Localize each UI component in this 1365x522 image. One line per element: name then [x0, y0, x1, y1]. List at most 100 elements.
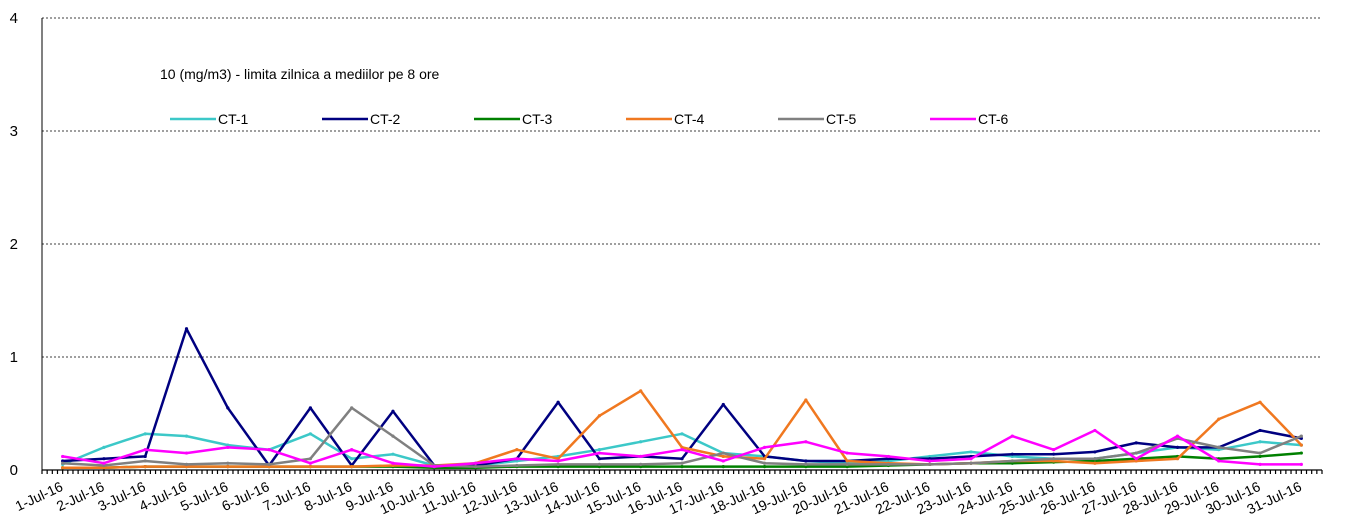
data-point — [1134, 451, 1138, 455]
data-point — [350, 465, 354, 469]
data-point — [391, 461, 395, 465]
data-point — [1175, 457, 1180, 461]
data-point — [680, 445, 684, 449]
data-point — [102, 466, 106, 470]
data-point — [1258, 440, 1262, 444]
data-point — [1052, 459, 1056, 463]
data-point — [639, 465, 643, 469]
data-point — [184, 451, 189, 455]
data-point — [102, 457, 106, 461]
data-point — [143, 465, 147, 469]
y-tick-label: 0 — [10, 462, 18, 479]
series-lines — [61, 327, 1303, 470]
data-point — [1299, 434, 1303, 438]
legend-label: CT-1 — [218, 111, 249, 127]
data-point — [515, 457, 519, 461]
data-point — [226, 465, 230, 469]
data-point — [308, 461, 312, 465]
data-point — [308, 465, 312, 469]
data-point — [1093, 461, 1097, 465]
data-point — [1299, 443, 1303, 447]
data-point — [1258, 462, 1262, 466]
data-point — [556, 465, 560, 469]
data-point — [61, 461, 65, 465]
data-point — [928, 462, 932, 466]
data-point — [680, 448, 684, 452]
data-point — [928, 454, 932, 459]
data-point — [1052, 452, 1056, 456]
data-point — [1010, 434, 1014, 438]
data-point — [721, 459, 725, 463]
data-point — [1217, 417, 1221, 421]
data-point — [721, 454, 725, 459]
data-point — [226, 445, 230, 449]
limit-note: 10 (mg/m3) - limita zilnica a mediilor p… — [160, 66, 440, 82]
data-point — [308, 432, 312, 436]
data-point — [721, 451, 725, 455]
data-point — [391, 434, 395, 438]
data-point — [308, 457, 312, 461]
data-point — [804, 459, 808, 463]
data-point — [597, 451, 602, 455]
data-point — [267, 448, 271, 452]
data-point — [1258, 454, 1262, 459]
data-point — [928, 459, 932, 463]
data-point — [350, 406, 354, 410]
data-point — [184, 327, 189, 331]
data-point — [350, 448, 354, 452]
data-point — [845, 465, 849, 469]
data-point — [969, 450, 973, 454]
data-point — [143, 448, 147, 452]
data-point — [1217, 459, 1221, 463]
data-point — [1093, 459, 1097, 463]
data-point — [102, 461, 106, 465]
legend-label: CT-5 — [826, 111, 857, 127]
data-point — [1010, 452, 1014, 456]
data-point — [556, 457, 560, 461]
data-point — [308, 406, 312, 410]
data-point — [61, 454, 65, 459]
data-point — [1093, 457, 1097, 461]
data-point — [391, 463, 395, 468]
data-point — [184, 462, 189, 466]
data-point — [473, 461, 478, 465]
data-point — [102, 463, 106, 468]
data-point — [1010, 459, 1014, 463]
data-point — [143, 454, 147, 459]
data-point — [762, 457, 767, 461]
data-point — [184, 434, 189, 438]
data-point — [432, 465, 436, 469]
data-point — [184, 465, 189, 469]
data-point — [391, 452, 395, 456]
data-point — [515, 459, 519, 463]
data-point — [597, 457, 602, 461]
legend-label: CT-6 — [978, 111, 1009, 127]
data-point — [1093, 450, 1097, 454]
data-point — [1258, 451, 1262, 455]
data-point — [1134, 459, 1138, 463]
data-point — [515, 448, 519, 452]
data-point — [762, 445, 767, 449]
legend-label: CT-3 — [522, 111, 553, 127]
x-axis-ticks: 1-Jul-162-Jul-163-Jul-164-Jul-165-Jul-16… — [13, 470, 1323, 517]
grid-lines — [42, 17, 1322, 358]
data-point — [1010, 454, 1014, 459]
data-point — [639, 440, 643, 444]
data-point — [845, 451, 849, 455]
y-tick-label: 2 — [10, 236, 18, 253]
data-point — [969, 461, 973, 465]
data-point — [680, 432, 684, 436]
y-tick-label: 1 — [10, 349, 18, 366]
y-tick-label: 3 — [10, 123, 18, 140]
data-point — [886, 454, 891, 459]
data-point — [762, 461, 767, 465]
data-point — [804, 440, 808, 444]
data-point — [473, 465, 478, 469]
data-point — [804, 462, 808, 466]
data-point — [515, 463, 519, 468]
data-point — [61, 459, 65, 463]
data-point — [597, 465, 602, 469]
data-point — [928, 457, 932, 461]
data-point — [1299, 462, 1303, 466]
